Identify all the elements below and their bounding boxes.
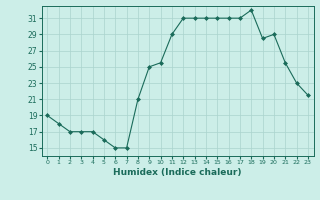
X-axis label: Humidex (Indice chaleur): Humidex (Indice chaleur) <box>113 168 242 177</box>
